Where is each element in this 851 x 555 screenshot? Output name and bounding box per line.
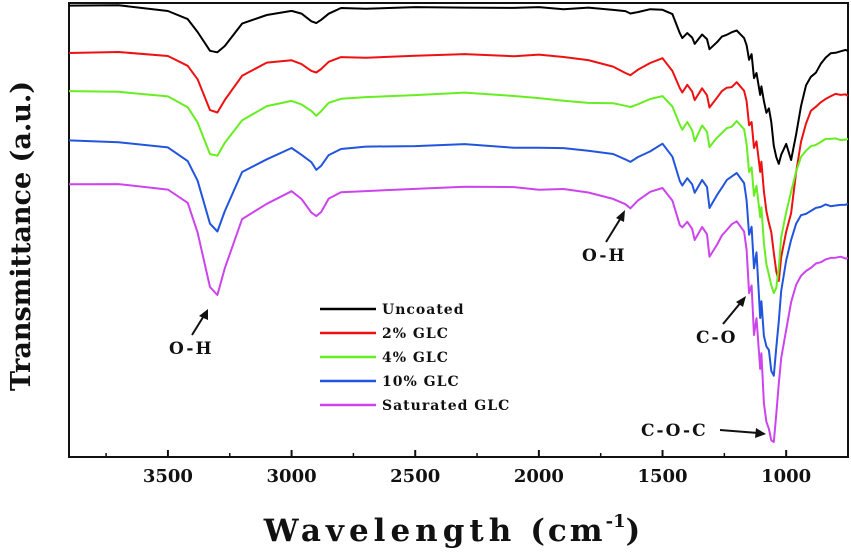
legend-label: 2% GLC — [382, 326, 449, 342]
arrowhead-coc — [755, 428, 766, 438]
annotation-oh-left: O-H — [169, 339, 214, 359]
annotation-oh-right: O-H — [582, 246, 627, 266]
x-tick-label: 3500 — [143, 466, 193, 487]
annotation-co: C-O — [696, 328, 737, 348]
arrowhead-oh-left — [199, 309, 208, 320]
series-line-2-glc — [68, 51, 849, 282]
x-ticks: 3500 3000 2500 2000 1500 1000 — [105, 450, 849, 487]
legend-label: Saturated GLC — [382, 398, 510, 414]
arrow-oh-right — [605, 215, 623, 243]
x-axis-title-unit: (cm — [530, 513, 605, 549]
series-layer — [68, 4, 849, 443]
series-line-10-glc — [68, 139, 849, 377]
legend-label: Uncoated — [382, 302, 464, 318]
series-line-4-glc — [68, 90, 849, 294]
x-tick-label: 3000 — [267, 466, 317, 487]
x-tick-label: 1000 — [761, 466, 811, 487]
legend-label: 4% GLC — [382, 350, 449, 366]
arrowhead-co — [736, 296, 746, 307]
legend-label: 10% GLC — [382, 374, 460, 390]
plot-area-frame — [68, 2, 849, 458]
series-line-uncoated — [68, 4, 849, 165]
legend: Uncoated 2% GLC 4% GLC 10% GLC Saturated GLC — [320, 302, 510, 414]
y-axis-title: Transmittance (a.u.) — [6, 81, 37, 391]
x-tick-label: 1500 — [637, 466, 687, 487]
arrow-coc — [719, 429, 759, 434]
x-axis-title-close: ) — [626, 513, 641, 549]
arrowhead-oh-right — [616, 210, 625, 222]
x-tick-label: 2500 — [390, 466, 440, 487]
x-axis-title-main: Wavelength — [263, 513, 517, 549]
series-line-saturated-glc — [68, 183, 849, 443]
annotation-coc: C-O-C — [641, 421, 708, 441]
x-axis-title: Wavelength (cm-1) — [263, 511, 641, 549]
x-tick-label: 2000 — [514, 466, 564, 487]
x-axis-title-sup: -1 — [606, 511, 626, 532]
arrow-co — [722, 300, 743, 325]
